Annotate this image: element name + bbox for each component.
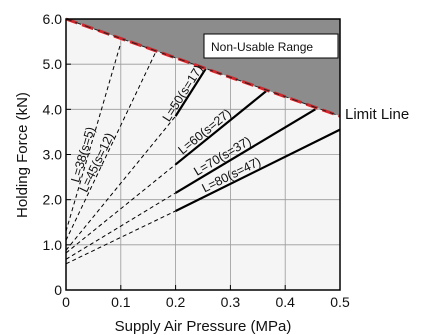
region-label: Non-Usable Range bbox=[211, 40, 313, 54]
series-line-segment bbox=[65, 42, 122, 232]
limit-line-label: Limit Line bbox=[345, 106, 409, 123]
x-tick-label: 0.5 bbox=[330, 294, 350, 310]
y-tick-label: 6.0 bbox=[43, 11, 63, 27]
y-tick-label: 0 bbox=[54, 282, 62, 298]
x-tick-label: 0.4 bbox=[275, 294, 295, 310]
axis-ticks: 0 0.1 0.2 0.3 0.4 0.5 0 1.0 2.0 3.0 4.0 5.0 6.0 bbox=[43, 11, 350, 310]
series-lines bbox=[65, 42, 341, 265]
series-line-segment bbox=[65, 192, 176, 260]
y-tick-label: 2.0 bbox=[43, 192, 63, 208]
x-axis-title: Supply Air Pressure (MPa) bbox=[115, 318, 292, 335]
series-line-segment bbox=[175, 128, 341, 212]
x-tick-label: 0 bbox=[62, 294, 70, 310]
x-tick-label: 0.3 bbox=[221, 294, 241, 310]
y-tick-label: 3.0 bbox=[43, 147, 63, 163]
x-tick-label: 0.2 bbox=[166, 294, 186, 310]
y-tick-label: 1.0 bbox=[43, 237, 63, 253]
series-line-segment bbox=[65, 210, 176, 265]
x-tick-label: 0.1 bbox=[111, 294, 131, 310]
y-axis-title: Holding Force (kN) bbox=[14, 92, 31, 218]
series-line-segment bbox=[174, 90, 267, 166]
y-tick-label: 4.0 bbox=[43, 101, 63, 117]
y-tick-label: 5.0 bbox=[43, 56, 63, 72]
series-line-segment bbox=[65, 115, 176, 251]
limit-line-shadow bbox=[65, 18, 341, 117]
series-line-segment bbox=[175, 108, 316, 194]
series-line-segment bbox=[65, 164, 176, 254]
region-label-box bbox=[203, 33, 339, 59]
series-line-segment bbox=[65, 50, 157, 241]
series-line-segment bbox=[174, 68, 207, 117]
